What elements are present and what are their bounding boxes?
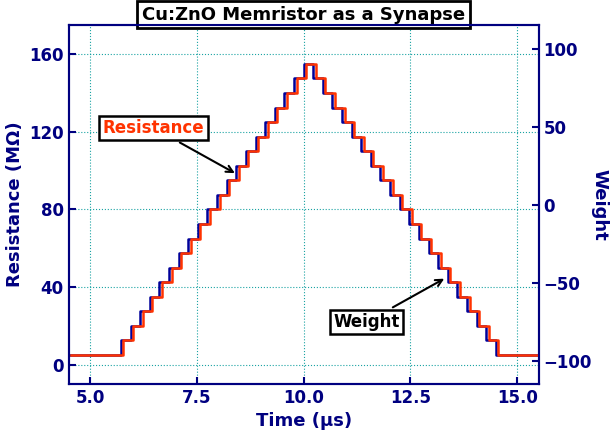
Title: Cu:ZnO Memristor as a Synapse: Cu:ZnO Memristor as a Synapse [142, 6, 465, 24]
Text: Weight: Weight [333, 280, 442, 331]
Y-axis label: Weight: Weight [591, 169, 608, 240]
X-axis label: Time (μs): Time (μs) [255, 412, 352, 430]
Y-axis label: Resistance (MΩ): Resistance (MΩ) [6, 122, 23, 287]
Text: Resistance: Resistance [103, 119, 233, 172]
